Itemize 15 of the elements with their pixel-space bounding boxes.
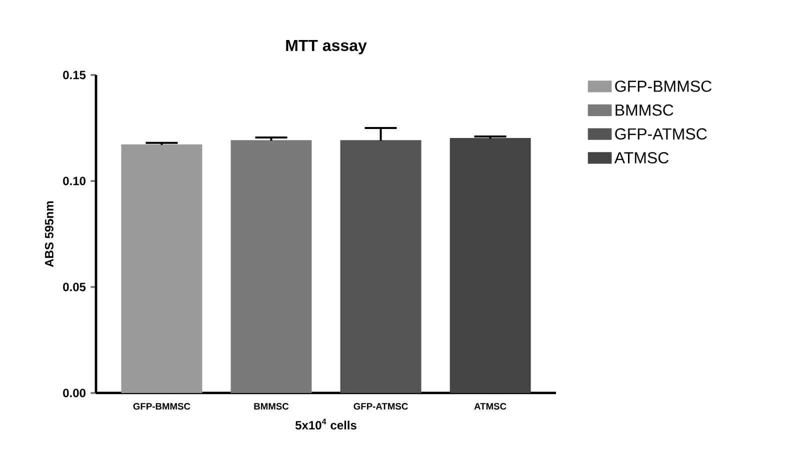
chart-title: MTT assay [286, 40, 367, 54]
legend-label: ATMSC [614, 152, 669, 164]
y-tick-label: 0.15 [63, 70, 86, 80]
x-tick-label: GFP-ATMSC [354, 403, 408, 410]
x-tick-label: GFP-BMMSC [133, 403, 190, 410]
legend-label: GFP-BMMSC [615, 80, 712, 92]
y-tick-label: 0.00 [63, 388, 86, 398]
y-axis-title: ABS 595nm [44, 201, 54, 268]
x-tick-label: BMMSC [254, 403, 289, 410]
legend-label: BMMSC [616, 104, 674, 116]
x-tick-label: ATMSC [474, 403, 506, 410]
x-axis-title: 5x10$^{4}$ cells [295, 418, 356, 430]
legend-label: GFP-ATMSC [615, 128, 707, 140]
y-tick-label: 0.05 [63, 282, 86, 292]
y-tick-label: 0.10 [63, 176, 86, 186]
